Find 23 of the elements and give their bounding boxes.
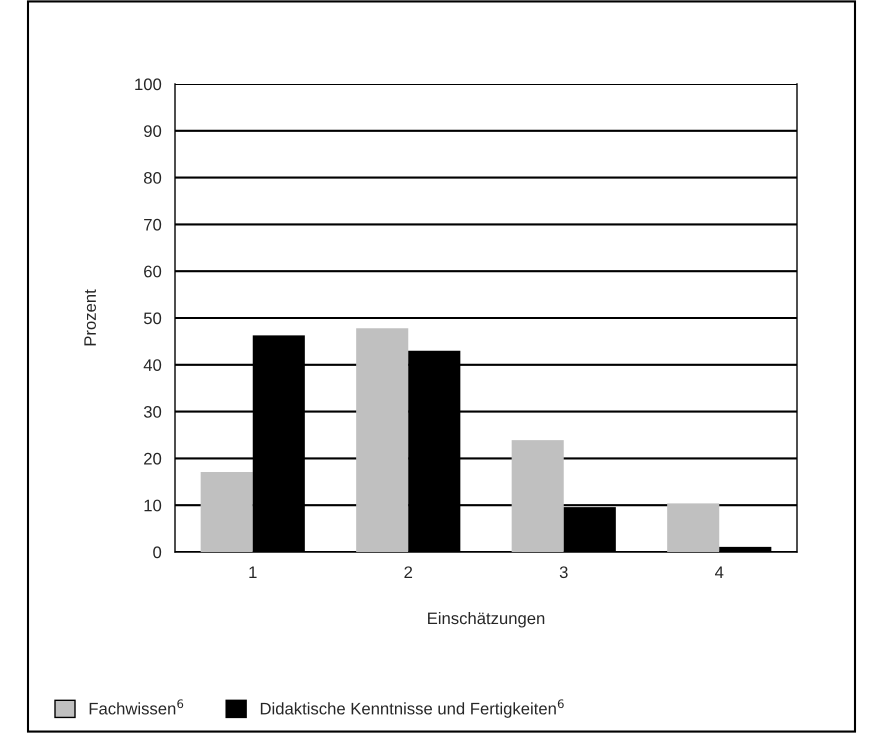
y-tick-label: 70 (144, 218, 162, 231)
y-tick-label: 0 (153, 546, 162, 558)
legend-label: Fachwissen$^{6}$ (90, 699, 184, 715)
y-tick-label: 90 (144, 125, 162, 138)
y-tick-label: 100 (135, 78, 162, 90)
x-tick-label: 3 (560, 566, 568, 578)
x-axis-title: Einschätzungen (428, 612, 544, 628)
bar (200, 472, 253, 552)
y-tick-label: 30 (144, 406, 162, 418)
y-tick-label: 10 (144, 500, 162, 512)
y-tick-label: 80 (144, 172, 162, 184)
y-axis-title: Prozent (84, 289, 96, 346)
x-tick-label: 2 (404, 566, 412, 578)
y-tick-label: 20 (144, 452, 162, 465)
x-tick-label: 4 (715, 566, 724, 578)
x-tick-label: 1 (249, 566, 257, 578)
y-tick-label: 40 (144, 359, 162, 372)
bar (512, 440, 564, 552)
y-tick-label: 50 (144, 312, 162, 324)
bar (356, 328, 408, 552)
y-tick-label: 60 (144, 266, 162, 278)
legend-label: Didaktische Kenntnisse und Fertigkeiten$^{6}$ (260, 699, 564, 718)
bar (667, 503, 720, 552)
